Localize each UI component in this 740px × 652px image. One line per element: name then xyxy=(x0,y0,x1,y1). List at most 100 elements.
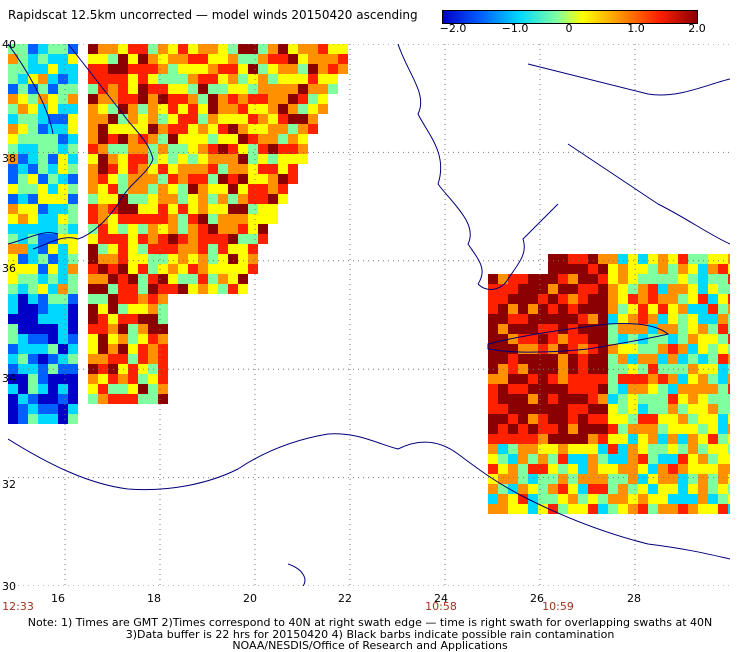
wind-cell xyxy=(68,334,78,344)
wind-cell xyxy=(538,434,548,444)
wind-cell xyxy=(38,254,48,264)
wind-cell xyxy=(248,134,258,144)
wind-cell xyxy=(178,214,188,224)
wind-cell xyxy=(188,104,198,114)
note-line: NOAA/NESDIS/Office of Research and Appli… xyxy=(232,639,508,652)
wind-cell xyxy=(718,484,728,494)
wind-cell xyxy=(298,74,308,84)
wind-cell xyxy=(138,374,148,384)
wind-cell xyxy=(518,454,528,464)
wind-cell xyxy=(538,284,548,294)
wind-cell xyxy=(228,64,238,74)
lat-label: 40 xyxy=(2,38,16,51)
wind-cell xyxy=(318,44,328,54)
note-line: Note: 1) Times are GMT 2)Times correspon… xyxy=(27,616,713,629)
wind-cell xyxy=(8,214,18,224)
wind-cell xyxy=(708,274,718,284)
wind-cell xyxy=(718,324,728,334)
wind-cell xyxy=(498,504,508,514)
wind-cell xyxy=(718,424,728,434)
wind-cell xyxy=(588,444,598,454)
wind-cell xyxy=(538,494,548,504)
wind-cell xyxy=(278,124,288,134)
wind-cell xyxy=(218,54,228,64)
wind-cell xyxy=(178,234,188,244)
wind-cell xyxy=(138,64,148,74)
wind-cell xyxy=(8,274,18,284)
wind-cell xyxy=(598,414,608,424)
wind-cell xyxy=(88,284,98,294)
wind-cell xyxy=(548,404,558,414)
wind-cell xyxy=(598,304,608,314)
wind-cell xyxy=(568,284,578,294)
wind-cell xyxy=(138,334,148,344)
wind-cell xyxy=(58,244,68,254)
wind-cell xyxy=(68,294,78,304)
wind-cell xyxy=(728,334,730,344)
wind-cell xyxy=(668,354,678,364)
wind-cell xyxy=(698,314,708,324)
wind-cell xyxy=(48,194,58,204)
wind-cell xyxy=(138,274,148,284)
wind-cell xyxy=(668,384,678,394)
wind-cell xyxy=(548,324,558,334)
wind-cell xyxy=(28,214,38,224)
wind-cell xyxy=(58,264,68,274)
wind-cell xyxy=(208,264,218,274)
wind-cell xyxy=(698,284,708,294)
wind-cell xyxy=(28,314,38,324)
wind-cell xyxy=(708,264,718,274)
wind-cell xyxy=(718,434,728,444)
wind-cell xyxy=(178,144,188,154)
wind-cell xyxy=(608,284,618,294)
wind-cell xyxy=(698,424,708,434)
wind-cell xyxy=(658,384,668,394)
wind-cell xyxy=(118,144,128,154)
wind-cell xyxy=(548,494,558,504)
wind-cell xyxy=(38,74,48,84)
wind-cell xyxy=(548,394,558,404)
wind-cell xyxy=(688,254,698,264)
wind-cell xyxy=(48,304,58,314)
wind-cell xyxy=(128,184,138,194)
wind-cell xyxy=(538,504,548,514)
wind-cell xyxy=(208,254,218,264)
wind-cell xyxy=(178,194,188,204)
wind-cell xyxy=(718,384,728,394)
wind-cell xyxy=(558,444,568,454)
wind-cell xyxy=(558,464,568,474)
wind-cell xyxy=(528,314,538,324)
wind-cell xyxy=(188,244,198,254)
wind-cell xyxy=(708,324,718,334)
wind-cell xyxy=(38,344,48,354)
wind-cell xyxy=(528,344,538,354)
wind-cell xyxy=(138,164,148,174)
wind-cell xyxy=(528,384,538,394)
wind-cell xyxy=(118,374,128,384)
wind-cell xyxy=(608,274,618,284)
wind-cell xyxy=(258,214,268,224)
wind-cell xyxy=(238,124,248,134)
wind-cell xyxy=(218,114,228,124)
wind-cell xyxy=(118,384,128,394)
wind-cell xyxy=(118,84,128,94)
wind-cell xyxy=(678,294,688,304)
wind-cell xyxy=(528,394,538,404)
wind-cell xyxy=(568,444,578,454)
wind-cell xyxy=(198,234,208,244)
wind-cell xyxy=(548,374,558,384)
wind-cell xyxy=(8,204,18,214)
wind-cell xyxy=(38,244,48,254)
wind-cell xyxy=(128,234,138,244)
wind-cell xyxy=(138,144,148,154)
wind-cell xyxy=(48,174,58,184)
wind-cell xyxy=(318,94,328,104)
wind-cell xyxy=(528,324,538,334)
swath-time: 10:59 xyxy=(542,600,574,613)
wind-cell xyxy=(298,144,308,154)
wind-cell xyxy=(498,354,508,364)
wind-cell xyxy=(48,74,58,84)
wind-cell xyxy=(568,264,578,274)
wind-cell xyxy=(288,84,298,94)
wind-cell xyxy=(598,264,608,274)
